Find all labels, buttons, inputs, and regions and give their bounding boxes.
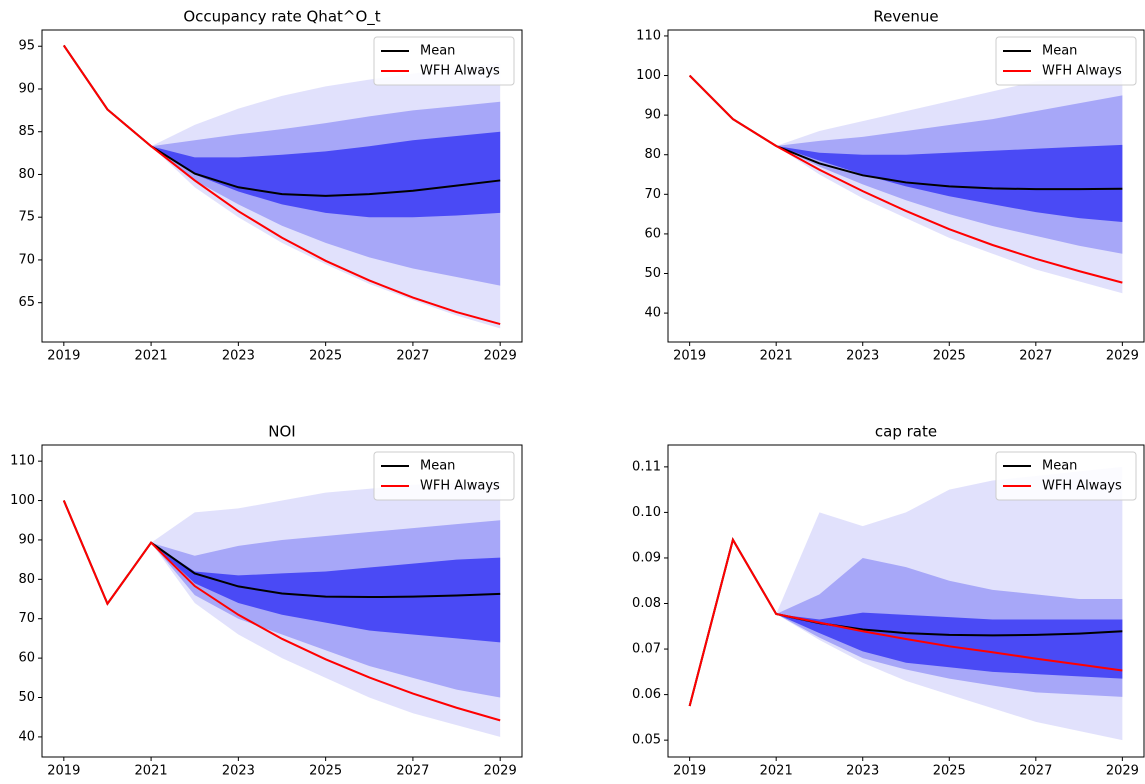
y-tick-label: 60: [644, 226, 661, 241]
y-tick-label: 0.11: [632, 459, 661, 474]
x-tick-label: 2029: [484, 764, 517, 779]
x-tick-label: 2029: [1106, 764, 1139, 779]
x-tick-label: 2021: [135, 764, 168, 779]
y-tick-label: 90: [18, 81, 35, 96]
y-tick-label: 75: [18, 210, 35, 225]
y-tick-label: 70: [18, 611, 35, 626]
y-tick-label: 50: [18, 690, 35, 705]
axes-frame: [41, 444, 523, 758]
subplot: 2019 2021 2023 2025 2027 2029 65 70 75 80 85 90 95 Oc…: [18, 8, 523, 364]
series-line: [688, 537, 1123, 707]
legend: Mean WFH Always: [995, 36, 1137, 86]
subplot: 2019 2021 2023 2025 2027 2029 40 50 60 70 80 90 100 1…: [10, 423, 523, 779]
plot-area: [62, 44, 501, 329]
fan-band: [151, 131, 501, 218]
fan-band: [151, 542, 501, 643]
chart-title: NOI: [268, 423, 295, 441]
x-tick-label: 2027: [396, 349, 429, 364]
subplot: 2019 2021 2023 2025 2027 2029 40 50 60 70 80 90 100 1…: [636, 8, 1145, 364]
y-tick-label: 70: [18, 252, 35, 267]
y-tick-label: 90: [644, 108, 661, 123]
legend-label: WFH Always: [420, 64, 500, 79]
y-tick-label: 95: [18, 39, 35, 54]
y-tick-label: 0.10: [632, 505, 661, 520]
y-tick-label: 40: [18, 729, 35, 744]
x-tick-label: 2021: [135, 349, 168, 364]
y-tick-label: 80: [644, 147, 661, 162]
legend-label: Mean: [1042, 44, 1077, 59]
fan-band: [776, 144, 1123, 223]
x-tick-label: 2019: [47, 349, 80, 364]
x-tick-label: 2027: [1019, 349, 1052, 364]
x-tick-label: 2027: [1019, 764, 1052, 779]
axes-frame: [667, 29, 1145, 343]
y-tick-label: 100: [10, 493, 35, 508]
legend: Mean WFH Always: [373, 451, 515, 501]
y-tick-label: 90: [18, 532, 35, 547]
y-tick-label: 110: [10, 454, 35, 469]
legend-box: [373, 451, 515, 501]
x-tick-label: 2023: [222, 349, 255, 364]
y-tick-label: 65: [18, 295, 35, 310]
x-tick-label: 2027: [396, 764, 429, 779]
x-tick-label: 2025: [933, 349, 966, 364]
axes-frame: [41, 29, 523, 343]
x-tick-label: 2023: [846, 764, 879, 779]
plot-area: [688, 71, 1123, 294]
chart-title: cap rate: [875, 423, 937, 441]
x-tick-label: 2029: [1106, 349, 1139, 364]
y-tick-label: 50: [644, 266, 661, 281]
y-tick-label: 80: [18, 167, 35, 182]
series-line: [62, 500, 501, 722]
x-tick-label: 2021: [760, 349, 793, 364]
x-tick-label: 2019: [47, 764, 80, 779]
x-tick-label: 2023: [846, 349, 879, 364]
x-tick-label: 2023: [222, 764, 255, 779]
x-tick-label: 2025: [933, 764, 966, 779]
x-tick-label: 2019: [673, 349, 706, 364]
legend-box: [995, 451, 1137, 501]
legend-label: Mean: [1042, 459, 1077, 474]
series-line: [688, 74, 1123, 284]
y-tick-label: 0.06: [632, 687, 661, 702]
y-tick-label: 0.09: [632, 550, 661, 565]
x-tick-label: 2025: [309, 349, 342, 364]
legend-label: Mean: [420, 459, 455, 474]
chart-title: Occupancy rate Qhat^O_t: [183, 8, 380, 27]
axes-frame: [667, 444, 1145, 758]
y-tick-label: 110: [636, 28, 661, 43]
y-tick-label: 100: [636, 68, 661, 83]
y-tick-label: 80: [18, 572, 35, 587]
legend-label: WFH Always: [1042, 64, 1122, 79]
legend: Mean WFH Always: [373, 36, 515, 86]
legend-box: [995, 36, 1137, 86]
y-tick-label: 85: [18, 124, 35, 139]
legend: Mean WFH Always: [995, 451, 1137, 501]
legend-label: WFH Always: [420, 479, 500, 494]
y-tick-label: 60: [18, 651, 35, 666]
x-tick-label: 2019: [673, 764, 706, 779]
y-tick-label: 0.07: [632, 642, 661, 657]
subplot: 2019 2021 2023 2025 2027 2029 0.05 0.06 0.07 0.08…: [632, 423, 1145, 779]
legend-box: [373, 36, 515, 86]
plot-area: [688, 466, 1123, 741]
chart-title: Revenue: [873, 8, 938, 26]
x-tick-label: 2025: [309, 764, 342, 779]
legend-label: WFH Always: [1042, 479, 1122, 494]
legend-label: Mean: [420, 44, 455, 59]
series-line: [62, 44, 501, 326]
y-tick-label: 40: [644, 306, 661, 321]
y-tick-label: 0.08: [632, 596, 661, 611]
plot-area: [62, 480, 501, 737]
x-tick-label: 2029: [484, 349, 517, 364]
x-tick-label: 2021: [760, 764, 793, 779]
y-tick-label: 70: [644, 187, 661, 202]
y-tick-label: 0.05: [632, 733, 661, 748]
